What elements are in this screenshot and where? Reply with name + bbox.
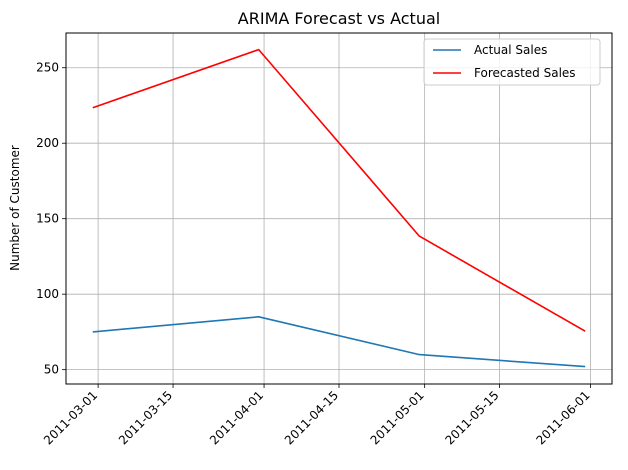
y-tick-label: 150 — [36, 212, 59, 226]
legend-box — [423, 38, 601, 86]
legend: Actual Sales Forecasted Sales — [423, 38, 601, 86]
axis-ticks: 50 100 150 200 250 2011-03-01 2011-03-15 2011-0… — [36, 61, 593, 448]
chart-title: ARIMA Forecast vs Actual — [238, 9, 440, 28]
x-tick-label: 2011-06-01 — [533, 388, 592, 447]
x-tick-label: 2011-04-15 — [282, 388, 341, 447]
series-lines — [92, 48, 586, 368]
y-tick-label: 100 — [36, 287, 59, 301]
x-tick-label: 2011-05-15 — [442, 388, 501, 447]
y-tick-label: 200 — [36, 136, 59, 150]
x-tick-label: 2011-03-15 — [116, 388, 175, 447]
y-axis-label: Number of Customer — [8, 145, 22, 271]
legend-label-forecasted-sales: Forecasted Sales — [474, 66, 576, 80]
series-line-actual-sales — [92, 315, 586, 368]
y-tick-label: 250 — [36, 61, 59, 75]
y-tick-label: 50 — [44, 363, 59, 377]
grid-lines — [66, 33, 612, 384]
x-tick-label: 2011-05-01 — [368, 388, 427, 447]
series-line-forecasted-sales — [92, 48, 586, 332]
x-tick-label: 2011-03-01 — [41, 388, 100, 447]
x-tick-label: 2011-04-01 — [207, 388, 266, 447]
legend-label-actual-sales: Actual Sales — [474, 43, 547, 57]
